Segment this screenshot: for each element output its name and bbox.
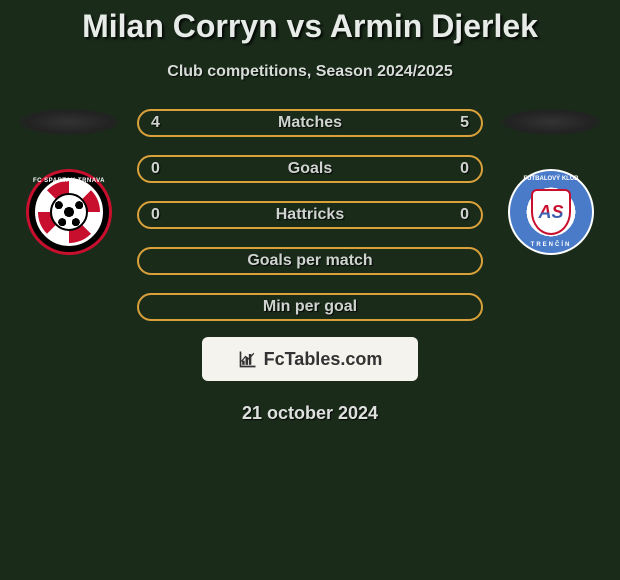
badge-ring-text-left: FC SPARTAK TRNAVA: [29, 178, 109, 184]
page-subtitle: Club competitions, Season 2024/2025: [10, 63, 610, 81]
chart-icon: [238, 349, 258, 369]
stat-value-right: 5: [439, 114, 469, 132]
stat-value-right: 0: [439, 160, 469, 178]
badge-inner-left: [35, 178, 103, 246]
stat-row: 0 Goals 0: [137, 155, 483, 183]
comparison-row: FC SPARTAK TRNAVA 4 Matches 5 0 Goals 0 …: [10, 109, 610, 321]
stats-column: 4 Matches 5 0 Goals 0 0 Hattricks 0 Goal…: [137, 109, 483, 321]
stat-value-left: 4: [151, 114, 181, 132]
stat-label: Min per goal: [181, 298, 439, 316]
stat-label: Goals per match: [181, 252, 439, 270]
stat-row: 4 Matches 5: [137, 109, 483, 137]
stat-label: Hattricks: [181, 206, 439, 224]
stat-value-left: 0: [151, 160, 181, 178]
attribution-badge: FcTables.com: [202, 337, 418, 381]
soccer-ball-icon: [50, 193, 88, 231]
player-spot-right: [501, 109, 601, 135]
badge-ring-text-bottom: TRENČÍN: [510, 242, 592, 248]
team-badge-right: FUTBALOVÝ KLUB AS TRENČÍN: [508, 169, 594, 255]
stat-value-right: 0: [439, 206, 469, 224]
page-root: Milan Corryn vs Armin Djerlek Club compe…: [0, 0, 620, 424]
stat-row: Goals per match: [137, 247, 483, 275]
stat-row: 0 Hattricks 0: [137, 201, 483, 229]
stat-label: Goals: [181, 160, 439, 178]
player-spot-left: [19, 109, 119, 135]
badge-as-monogram: AS: [538, 202, 563, 223]
stat-value-left: 0: [151, 206, 181, 224]
team-badge-left: FC SPARTAK TRNAVA: [26, 169, 112, 255]
date-text: 21 october 2024: [10, 403, 610, 424]
badge-ring-text-top: FUTBALOVÝ KLUB: [510, 176, 592, 182]
left-column: FC SPARTAK TRNAVA: [19, 109, 119, 255]
stat-label: Matches: [181, 114, 439, 132]
stat-row: Min per goal: [137, 293, 483, 321]
attribution-text: FcTables.com: [264, 349, 383, 370]
badge-shield-right: AS: [531, 189, 571, 235]
right-column: FUTBALOVÝ KLUB AS TRENČÍN: [501, 109, 601, 255]
page-title: Milan Corryn vs Armin Djerlek: [10, 0, 610, 45]
